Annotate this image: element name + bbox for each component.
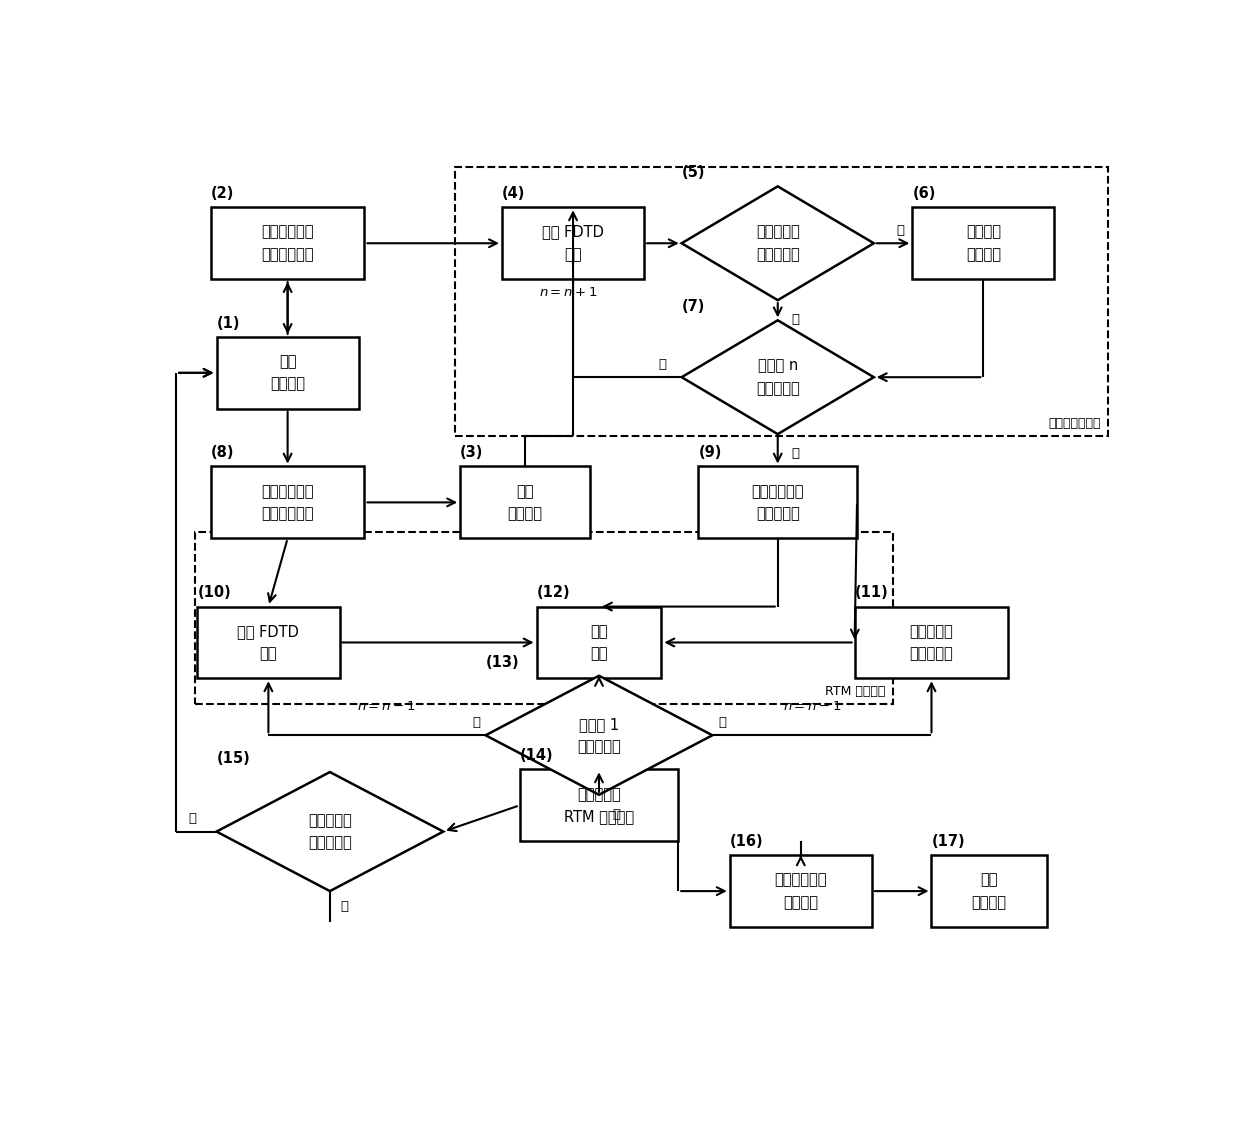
Text: (15): (15) [217, 750, 250, 766]
FancyBboxPatch shape [537, 606, 661, 679]
Text: 否: 否 [658, 357, 666, 371]
FancyBboxPatch shape [913, 207, 1054, 280]
Text: 高阶 FDTD
模拟: 高阶 FDTD 模拟 [238, 624, 299, 661]
Text: 构建
初始模型: 构建 初始模型 [507, 484, 542, 521]
Text: (11): (11) [854, 586, 888, 600]
Text: 否: 否 [791, 313, 799, 326]
Text: 部分存储
边界场值: 部分存储 边界场值 [966, 225, 1001, 262]
Text: 波源激励的
场分布还原: 波源激励的 场分布还原 [910, 624, 954, 661]
Text: 是: 是 [613, 807, 620, 821]
Text: (13): (13) [486, 655, 520, 670]
Text: (17): (17) [931, 835, 965, 849]
Text: RTM 成像部分: RTM 成像部分 [825, 684, 885, 698]
Text: 输出
成像图像: 输出 成像图像 [972, 872, 1007, 910]
FancyBboxPatch shape [698, 466, 857, 538]
Text: $n=n-1$: $n=n-1$ [782, 700, 842, 713]
Text: (14): (14) [520, 748, 553, 763]
Text: 时间步 n
是否结束？: 时间步 n 是否结束？ [756, 358, 800, 396]
Polygon shape [682, 321, 874, 434]
Text: 采集
实验信号: 采集 实验信号 [270, 355, 305, 391]
Text: 是否存在下
一站天线？: 是否存在下 一站天线？ [308, 813, 352, 850]
FancyBboxPatch shape [197, 606, 340, 679]
FancyBboxPatch shape [729, 855, 872, 927]
Text: 高阶 FDTD
模拟: 高阶 FDTD 模拟 [542, 225, 604, 262]
FancyBboxPatch shape [854, 606, 1008, 679]
Text: 否: 否 [718, 715, 725, 729]
Text: (6): (6) [913, 186, 936, 201]
FancyBboxPatch shape [931, 855, 1047, 927]
Polygon shape [486, 675, 713, 795]
Text: 否: 否 [472, 715, 480, 729]
Text: (12): (12) [537, 586, 570, 600]
FancyBboxPatch shape [211, 207, 365, 280]
Text: 超宽带雷达的
时域激励信号: 超宽带雷达的 时域激励信号 [262, 225, 314, 262]
Text: (4): (4) [502, 186, 526, 201]
Text: 成像
条件: 成像 条件 [590, 624, 608, 661]
Text: (3): (3) [460, 446, 484, 460]
Text: 时间步 1
是否结束？: 时间步 1 是否结束？ [577, 716, 621, 754]
Text: 正向场模拟部分: 正向场模拟部分 [1048, 417, 1101, 430]
Polygon shape [682, 186, 874, 300]
Text: 否: 否 [340, 901, 348, 913]
Text: (9): (9) [698, 446, 722, 460]
Text: (8): (8) [211, 446, 234, 460]
Text: (16): (16) [729, 835, 764, 849]
Text: 超宽带雷达的
时域观测信号: 超宽带雷达的 时域观测信号 [262, 484, 314, 521]
Text: 输出并叠加
RTM 成像数据: 输出并叠加 RTM 成像数据 [564, 787, 634, 824]
Text: 三维拉普拉斯
滤波处理: 三维拉普拉斯 滤波处理 [775, 872, 827, 910]
FancyBboxPatch shape [520, 770, 678, 841]
Text: (1): (1) [217, 316, 241, 331]
Text: 边界场是否
部分存储？: 边界场是否 部分存储？ [756, 225, 800, 262]
Polygon shape [217, 772, 444, 891]
FancyBboxPatch shape [502, 207, 644, 280]
Text: 是: 是 [188, 812, 196, 825]
Text: 是: 是 [897, 224, 905, 236]
Text: (5): (5) [682, 165, 706, 180]
FancyBboxPatch shape [211, 466, 365, 538]
FancyBboxPatch shape [217, 337, 358, 408]
Text: 样条插值恢复
初始场分布: 样条插值恢复 初始场分布 [751, 484, 804, 521]
Text: $n=n-1$: $n=n-1$ [357, 700, 415, 713]
Text: (2): (2) [211, 186, 234, 201]
Text: (7): (7) [682, 299, 706, 314]
FancyBboxPatch shape [460, 466, 590, 538]
Text: 是: 是 [791, 447, 799, 459]
Text: (10): (10) [197, 586, 231, 600]
Text: $n=n+1$: $n=n+1$ [539, 285, 598, 299]
